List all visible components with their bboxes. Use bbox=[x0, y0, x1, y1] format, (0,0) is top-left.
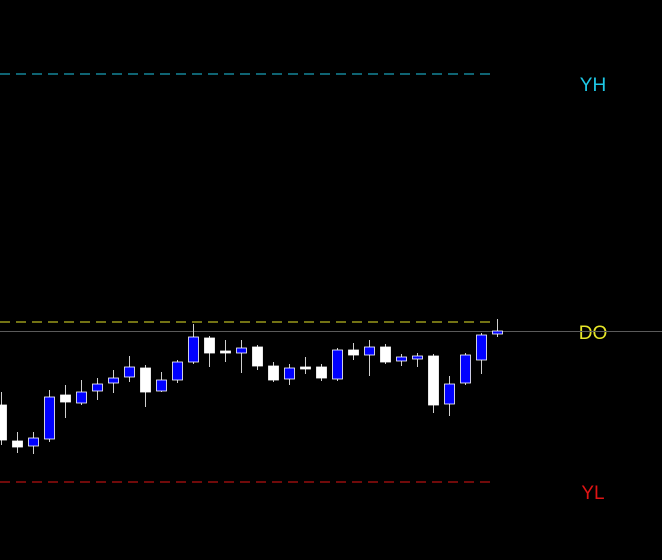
candle-body bbox=[444, 383, 455, 405]
candle-body bbox=[220, 350, 231, 354]
candle-body bbox=[172, 361, 183, 381]
candle-body bbox=[156, 379, 167, 392]
candle-body bbox=[284, 367, 295, 380]
candle-body bbox=[268, 365, 279, 381]
level-label: YL bbox=[581, 483, 604, 504]
level-label: DO bbox=[579, 323, 608, 344]
candle-body bbox=[364, 346, 375, 356]
candle-body bbox=[0, 404, 7, 441]
candle-body bbox=[476, 334, 487, 361]
candle-body bbox=[236, 347, 247, 354]
candle-body bbox=[300, 366, 311, 370]
candle-body bbox=[44, 396, 55, 440]
candle-body bbox=[348, 349, 359, 356]
level-label: YH bbox=[580, 75, 606, 96]
candle-body bbox=[188, 336, 199, 363]
candle-body bbox=[76, 391, 87, 404]
candle-body bbox=[492, 330, 503, 335]
candle-body bbox=[60, 394, 71, 403]
candle-body bbox=[428, 355, 439, 406]
candle-body bbox=[28, 437, 39, 447]
candle-body bbox=[380, 346, 391, 363]
candle-body bbox=[252, 346, 263, 367]
candle-body bbox=[92, 383, 103, 392]
candle-body bbox=[460, 354, 471, 384]
candle-body bbox=[316, 366, 327, 379]
candle-body bbox=[396, 356, 407, 362]
candle-body bbox=[12, 440, 23, 448]
candle-body bbox=[140, 367, 151, 393]
candle-body bbox=[124, 366, 135, 378]
candle-body bbox=[108, 377, 119, 384]
candle-body bbox=[332, 349, 343, 380]
candle-body bbox=[204, 337, 215, 354]
candle-body bbox=[412, 355, 423, 360]
